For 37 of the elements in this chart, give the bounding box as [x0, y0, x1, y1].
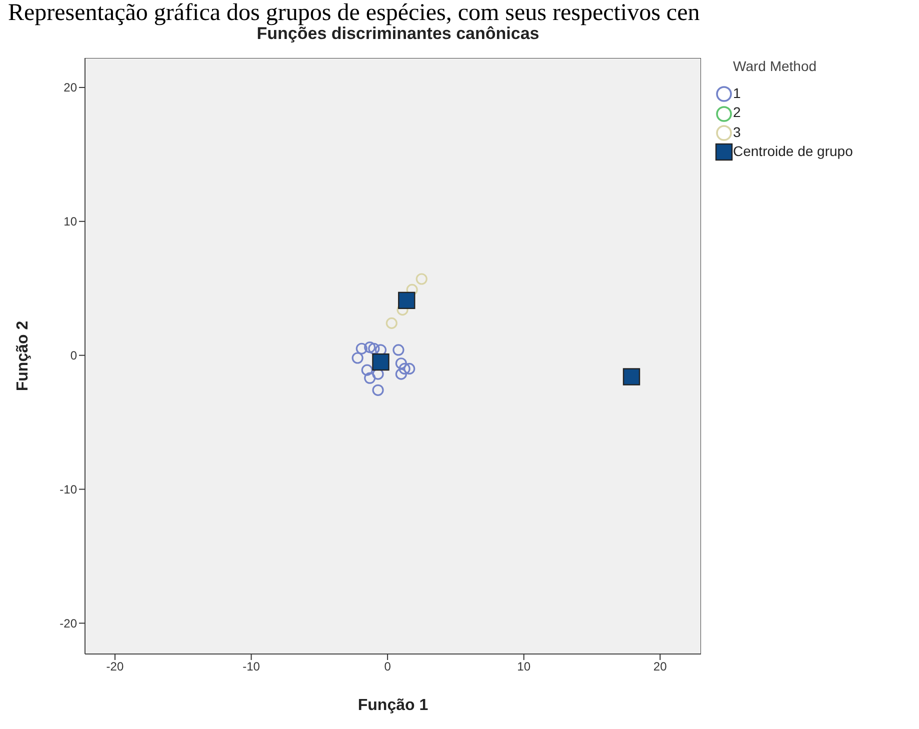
point [406, 284, 418, 296]
y-tick-label: 0 [70, 348, 78, 363]
point [364, 341, 376, 354]
x-axis-title: Função 1 [358, 697, 428, 714]
point [395, 368, 407, 380]
x-tick-label: -20 [106, 660, 124, 674]
chart-subtitle: Funções discriminantes canônicas [256, 24, 540, 44]
y-tick-label: 10 [64, 214, 78, 229]
point [386, 317, 398, 329]
point [372, 384, 384, 396]
legend-title: Ward Method [732, 58, 818, 74]
legend-label: 2 [733, 104, 741, 120]
point [364, 372, 376, 384]
point [356, 342, 368, 354]
legend-label: Centroide de grupo [733, 142, 853, 159]
chart-title: Representação gráfica dos grupos de espécies, com seus respectivos cen [8, 0, 701, 26]
legend-label: 1 [733, 85, 741, 101]
point [622, 368, 640, 386]
point [404, 362, 416, 375]
y-tick-label: -10 [60, 482, 78, 497]
x-tick-label: 20 [653, 660, 668, 674]
point [392, 344, 404, 356]
y-tick-label: -20 [60, 616, 78, 630]
x-tick-label: 10 [517, 660, 531, 674]
point [398, 292, 416, 310]
point [361, 364, 373, 376]
y-tick-label: 20 [64, 80, 78, 95]
point [372, 353, 390, 371]
legend-label: 3 [733, 124, 741, 140]
point [395, 358, 407, 370]
y-axis-title: Função 2 [14, 320, 32, 392]
point [398, 362, 410, 375]
point [352, 352, 364, 364]
x-tick-label: -10 [242, 660, 260, 674]
point [368, 342, 380, 354]
x-tick-label: 0 [384, 660, 392, 674]
point [416, 273, 428, 285]
